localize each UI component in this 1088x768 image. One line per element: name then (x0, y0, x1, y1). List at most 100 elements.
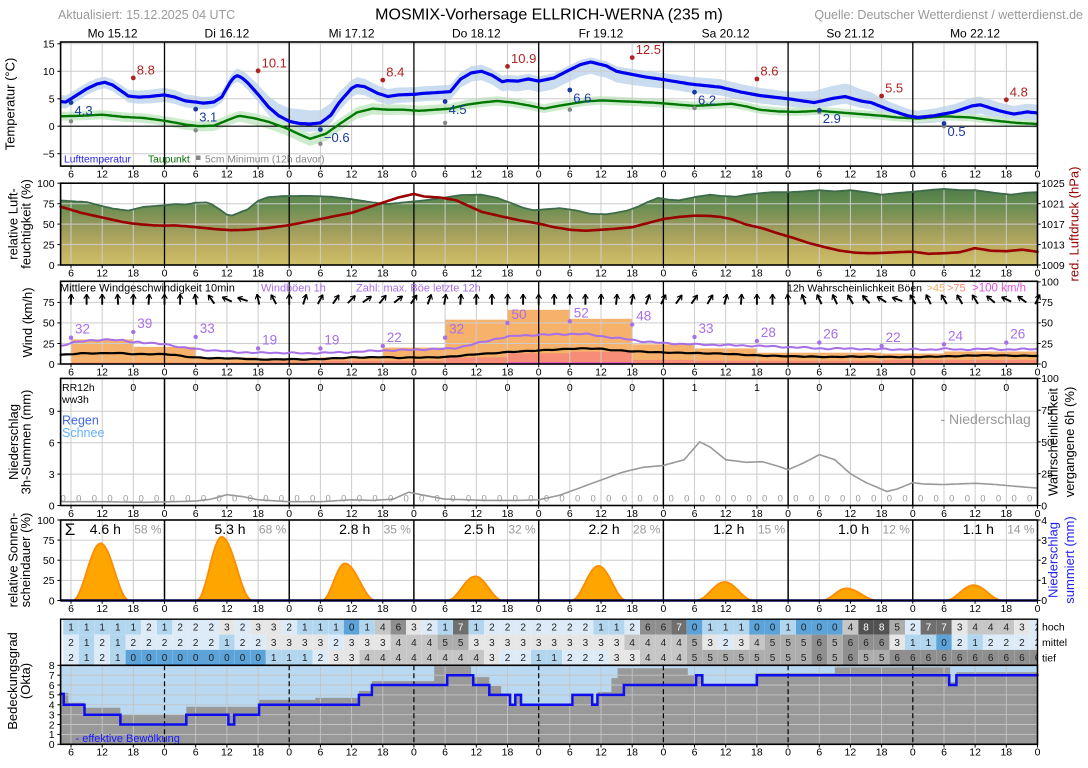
svg-text:6: 6 (848, 653, 854, 664)
svg-text:0: 0 (785, 168, 791, 180)
svg-text:5.3 h: 5.3 h (214, 521, 245, 537)
svg-text:12: 12 (346, 603, 358, 615)
svg-text:6: 6 (193, 508, 199, 520)
svg-text:3: 3 (894, 638, 900, 649)
svg-text:0: 0 (793, 494, 798, 505)
svg-text:2: 2 (536, 623, 542, 634)
svg-text:3: 3 (255, 623, 261, 634)
svg-text:5: 5 (832, 653, 838, 664)
svg-text:18: 18 (127, 747, 139, 759)
svg-text:6: 6 (988, 653, 994, 664)
svg-text:4.8: 4.8 (1010, 84, 1028, 99)
svg-text:5: 5 (832, 638, 838, 649)
svg-text:4: 4 (396, 638, 402, 649)
svg-text:6: 6 (317, 366, 323, 378)
svg-text:12: 12 (346, 508, 358, 520)
svg-text:24: 24 (948, 328, 964, 343)
svg-text:4: 4 (988, 623, 994, 634)
svg-text:0: 0 (162, 267, 168, 279)
svg-text:0: 0 (450, 494, 455, 505)
svg-text:6: 6 (1019, 653, 1025, 664)
svg-text:0: 0 (1035, 267, 1041, 279)
svg-text:7: 7 (926, 623, 932, 634)
svg-text:2: 2 (209, 623, 215, 634)
svg-text:0: 0 (536, 168, 542, 180)
svg-text:5: 5 (723, 653, 729, 664)
svg-text:18: 18 (502, 508, 514, 520)
svg-text:0: 0 (536, 267, 542, 279)
svg-text:12: 12 (595, 366, 607, 378)
svg-text:2: 2 (567, 653, 573, 664)
svg-text:6: 6 (941, 366, 947, 378)
svg-text:0: 0 (559, 494, 564, 505)
svg-text:Zahl: max. Böe letzte 12h: Zahl: max. Böe letzte 12h (356, 283, 481, 295)
svg-text:0: 0 (887, 494, 892, 505)
svg-text:18: 18 (252, 603, 264, 615)
svg-text:Wahrscheinlichkeit: Wahrscheinlichkeit (1046, 388, 1061, 496)
svg-text:6: 6 (567, 267, 573, 279)
svg-text:12: 12 (470, 603, 482, 615)
svg-text:0: 0 (49, 500, 55, 512)
svg-text:26: 26 (1010, 327, 1025, 342)
svg-text:18: 18 (502, 267, 514, 279)
svg-text:2: 2 (131, 638, 137, 649)
svg-text:18: 18 (626, 508, 638, 520)
svg-text:1: 1 (707, 623, 713, 634)
svg-text:12: 12 (346, 267, 358, 279)
svg-text:0: 0 (910, 366, 916, 378)
svg-text:4: 4 (676, 638, 682, 649)
svg-text:4: 4 (380, 653, 386, 664)
svg-text:0: 0 (660, 366, 666, 378)
svg-text:2: 2 (193, 623, 199, 634)
svg-text:0: 0 (162, 168, 168, 180)
svg-text:1: 1 (614, 623, 620, 634)
svg-text:Σ: Σ (65, 520, 76, 539)
svg-text:6: 6 (396, 623, 402, 634)
svg-text:12: 12 (96, 267, 108, 279)
svg-text:0: 0 (419, 494, 424, 505)
svg-text:12: 12 (470, 366, 482, 378)
svg-text:6: 6 (692, 508, 698, 520)
svg-text:18: 18 (127, 603, 139, 615)
svg-text:6: 6 (848, 638, 854, 649)
svg-text:18: 18 (502, 747, 514, 759)
svg-text:18: 18 (876, 366, 888, 378)
svg-text:0: 0 (910, 508, 916, 520)
svg-text:0: 0 (317, 382, 323, 394)
svg-text:0: 0 (902, 494, 907, 505)
svg-text:0: 0 (856, 494, 861, 505)
svg-text:50: 50 (43, 219, 55, 231)
svg-text:7: 7 (458, 623, 464, 634)
svg-text:1.0 h: 1.0 h (838, 521, 869, 537)
svg-text:mittel: mittel (1042, 637, 1067, 649)
svg-text:100: 100 (37, 515, 55, 527)
svg-text:2: 2 (286, 623, 292, 634)
svg-text:6: 6 (193, 747, 199, 759)
svg-text:12: 12 (221, 366, 233, 378)
svg-text:6: 6 (317, 747, 323, 759)
svg-text:0: 0 (193, 382, 199, 394)
svg-text:6: 6 (68, 603, 74, 615)
svg-text:5: 5 (879, 653, 885, 664)
svg-text:0: 0 (669, 494, 674, 505)
svg-text:18: 18 (377, 747, 389, 759)
svg-text:5: 5 (770, 638, 776, 649)
svg-text:6: 6 (567, 366, 573, 378)
svg-text:1: 1 (115, 638, 121, 649)
svg-text:4: 4 (754, 638, 760, 649)
svg-text:6: 6 (692, 168, 698, 180)
svg-text:6: 6 (567, 168, 573, 180)
svg-text:26: 26 (823, 327, 838, 342)
svg-text:0: 0 (435, 494, 440, 505)
svg-text:12: 12 (595, 603, 607, 615)
svg-text:0: 0 (809, 494, 814, 505)
svg-text:3: 3 (411, 623, 417, 634)
svg-text:18: 18 (876, 508, 888, 520)
svg-text:0: 0 (49, 260, 55, 272)
svg-text:1013: 1013 (1041, 239, 1065, 251)
svg-text:4.5: 4.5 (449, 102, 467, 117)
svg-text:12: 12 (470, 267, 482, 279)
svg-text:3: 3 (380, 638, 386, 649)
svg-text:−0.6: −0.6 (324, 130, 350, 145)
svg-text:3: 3 (614, 653, 620, 664)
